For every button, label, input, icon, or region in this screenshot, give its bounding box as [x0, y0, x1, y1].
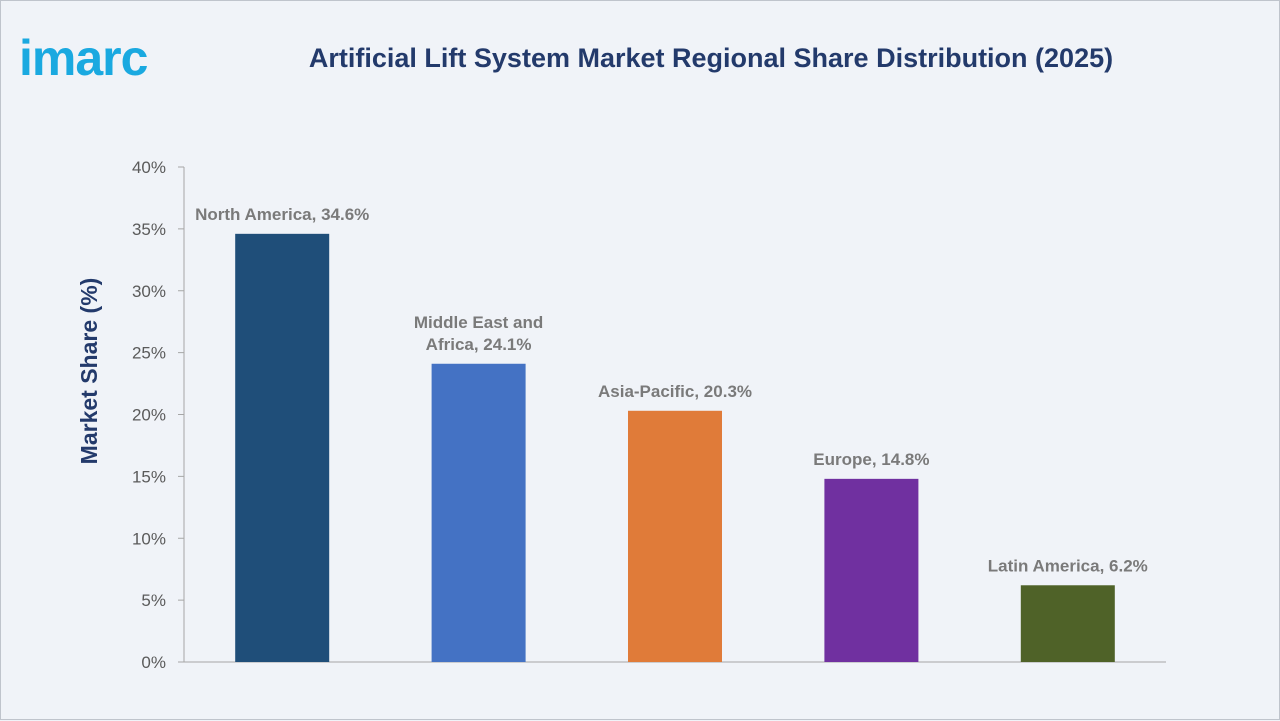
data-label: Latin America, 6.2%	[988, 556, 1148, 575]
bar-asia-pacific	[628, 410, 722, 662]
data-labels: North America, 34.6% Middle East and Afric…	[195, 205, 1148, 575]
y-tick-label: 20%	[132, 406, 166, 425]
y-tick-label: 40%	[132, 158, 166, 177]
data-label: Middle East and	[414, 313, 543, 332]
y-tick-label: 10%	[132, 529, 166, 548]
y-axis: 0% 5% 10% 15% 20% 25% 30% 35% 40%	[132, 158, 1166, 672]
y-tick-label: 30%	[132, 282, 166, 301]
bar-latin-america	[1020, 585, 1115, 662]
data-label: Asia-Pacific, 20.3%	[598, 382, 752, 401]
y-tick-label: 0%	[141, 653, 166, 672]
bar-europe	[824, 478, 919, 662]
chart-title: Artificial Lift System Market Regional S…	[308, 43, 1114, 73]
bar-north-america	[235, 233, 330, 662]
y-axis-title: Market Share (%)	[76, 278, 102, 465]
bars	[235, 233, 1115, 662]
data-label: Africa, 24.1%	[426, 335, 532, 354]
bar-middle-east-and-africa	[431, 363, 526, 662]
y-tick-label: 25%	[132, 344, 166, 363]
y-tick-label: 5%	[141, 591, 166, 610]
data-label: North America, 34.6%	[195, 205, 369, 224]
y-tick-label: 35%	[132, 220, 166, 239]
data-label: Europe, 14.8%	[813, 450, 929, 469]
imarc-logo: imarc	[19, 30, 149, 86]
logo-text: imarc	[19, 30, 148, 86]
y-tick-label: 15%	[132, 467, 166, 486]
